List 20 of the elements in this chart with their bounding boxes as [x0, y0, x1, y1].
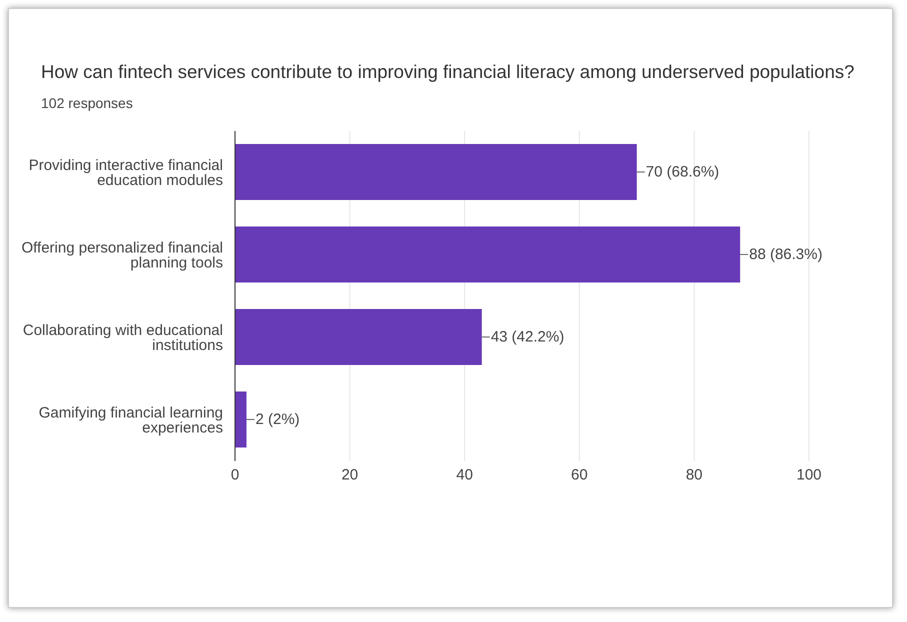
bar — [235, 392, 246, 448]
bar — [235, 226, 740, 282]
data-label: 88 (86.3%) — [749, 246, 822, 263]
y-tick-label: Offering personalized financial planning tools — [21, 240, 223, 272]
x-tick-label: 40 — [456, 466, 473, 484]
y-tick-label: Providing interactive financial education modules — [28, 157, 223, 190]
x-tick-label: 20 — [341, 466, 358, 484]
x-tick-label: 80 — [686, 466, 703, 484]
y-tick-label: Gamifying financial learning experiences — [38, 404, 223, 437]
bar — [235, 309, 482, 365]
text: 102 responses — [41, 95, 134, 111]
bar — [235, 144, 637, 200]
chart-title: How can fintech services contribute to improving financial literacy among underserved populations? — [41, 61, 856, 83]
data-label: 70 (68.6%) — [646, 164, 720, 180]
x-tick-label: 0 — [230, 466, 240, 484]
data-label: 43 (42.2%) — [490, 328, 564, 346]
x-tick-label: 60 — [571, 466, 588, 484]
y-tick-label: Collaborating with educational institutions — [22, 322, 223, 354]
x-tick-label: 100 — [796, 466, 822, 484]
data-label: 2 (2%) — [255, 411, 300, 428]
